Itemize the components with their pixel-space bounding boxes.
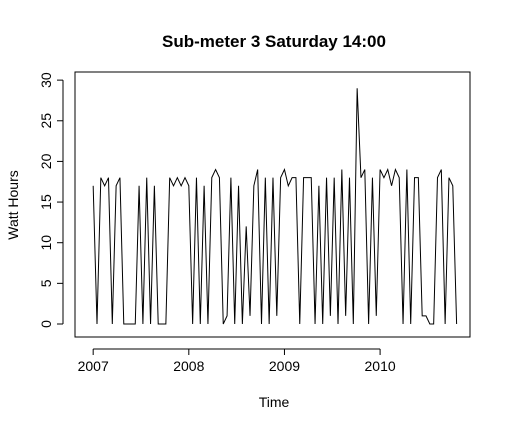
y-tick-label: 0 bbox=[38, 320, 54, 328]
y-tick-label: 25 bbox=[38, 113, 54, 129]
x-tick-label: 2009 bbox=[269, 358, 300, 374]
x-tick-label: 2007 bbox=[78, 358, 109, 374]
y-tick-label: 30 bbox=[38, 72, 54, 88]
y-axis-label: Watt Hours bbox=[5, 170, 21, 240]
chart-title: Sub-meter 3 Saturday 14:00 bbox=[162, 32, 386, 51]
y-tick-label: 15 bbox=[38, 194, 54, 210]
y-tick-label: 20 bbox=[38, 153, 54, 169]
y-tick-label: 10 bbox=[38, 235, 54, 251]
x-tick-label: 2010 bbox=[365, 358, 396, 374]
y-tick-label: 5 bbox=[38, 279, 54, 287]
plot-box bbox=[74, 71, 471, 338]
data-line bbox=[92, 88, 458, 325]
x-tick-label: 2008 bbox=[173, 358, 204, 374]
x-axis-label: Time bbox=[259, 394, 290, 410]
